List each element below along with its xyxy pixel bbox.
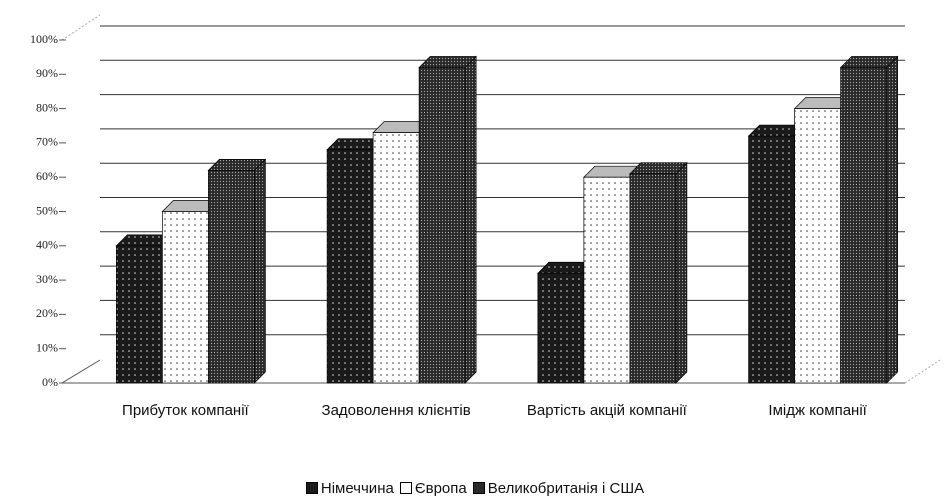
x-tick-label: Задоволення клієнтів [321,402,471,419]
y-tick-label: 50% [36,203,58,217]
floor-edge [904,359,941,384]
bar-face [583,176,631,384]
bar-face [162,211,209,384]
bar-face [675,161,688,384]
bar [418,55,477,384]
bar-face [372,132,420,384]
x-tick-label: Прибуток компанії [122,402,249,419]
bar [629,161,688,384]
bar [839,55,899,384]
bar-face [116,245,163,384]
bar-face [748,135,795,384]
bar-face [629,173,677,384]
y-tick-label: 0% [42,375,58,389]
bar [207,158,267,384]
legend-label: Великобританія і США [487,480,645,497]
bar-face [840,67,887,384]
y-tick-label: 40% [36,238,58,252]
bar-face [326,149,374,384]
legend: Німеччина Європа Великобританія і США [0,480,944,497]
y-tick-label: 70% [36,135,58,149]
y-tick-label: 10% [36,340,58,354]
legend-swatch [305,482,318,494]
bar-face [464,55,477,384]
legend-label: Німеччина [320,480,394,497]
y-tick-label: 20% [36,306,58,320]
legend-swatch [399,482,412,494]
bar-face [208,169,255,384]
legend-swatch [472,482,485,494]
bar-face [254,158,266,384]
y-tick-label: 100% [30,32,58,46]
legend-label: Європа [414,480,467,497]
y-tick-label: 60% [36,169,58,183]
y-tick-label: 80% [36,100,58,114]
y-tick-label: 30% [36,272,58,286]
wall-edge [61,14,101,41]
x-tick-label: Вартість акцій компанії [526,402,687,419]
bar-face [418,67,466,384]
floor-edge [61,359,101,384]
bar-face [794,108,841,384]
x-tick-label: Імідж компанії [768,402,867,419]
bar-face [537,272,585,384]
y-tick-label: 90% [36,66,58,80]
bar-face [886,55,898,384]
bar [537,261,596,384]
